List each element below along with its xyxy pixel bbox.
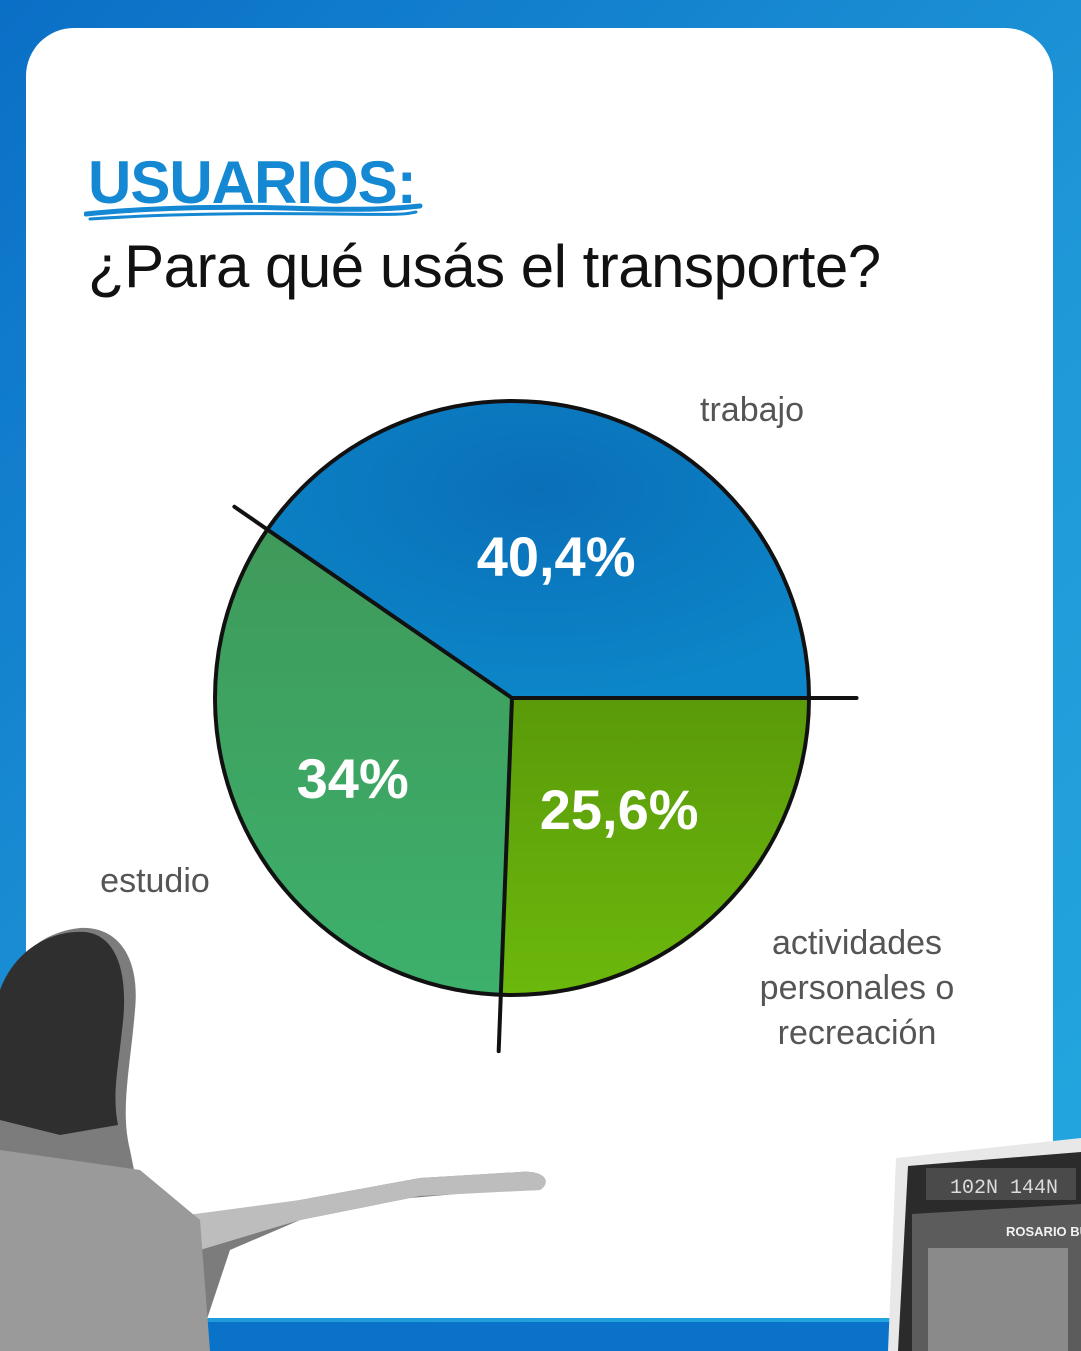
bottom-accent-strip [190,1322,890,1351]
label-actividades-3: recreación [778,1014,937,1052]
label-actividades-2: personales o [760,969,955,1007]
title-underline [84,203,423,221]
value-label-trabajo: 40,4% [477,525,636,588]
page-title: ¿Para qué usás el transporte? [88,233,881,300]
value-label-actividades: 25,6% [540,778,699,841]
bus-front-photo: 102N 144N ROSARIO BUS [888,1138,1081,1351]
separator-estudio [496,696,514,1054]
slice-actividades [500,698,809,995]
bus-brand-text: ROSARIO BUS [1006,1224,1081,1239]
label-trabajo: trabajo [700,391,804,429]
value-label-estudio: 34% [297,747,409,810]
label-estudio: estudio [100,862,210,900]
label-actividades-1: actividades [772,924,942,962]
slice-estudio [214,529,512,995]
woman-hailing-bus-photo [0,927,546,1351]
separator-trabajo [232,504,514,700]
slice-trabajo [267,401,809,698]
bus-sign-text: 102N 144N [950,1177,1058,1200]
